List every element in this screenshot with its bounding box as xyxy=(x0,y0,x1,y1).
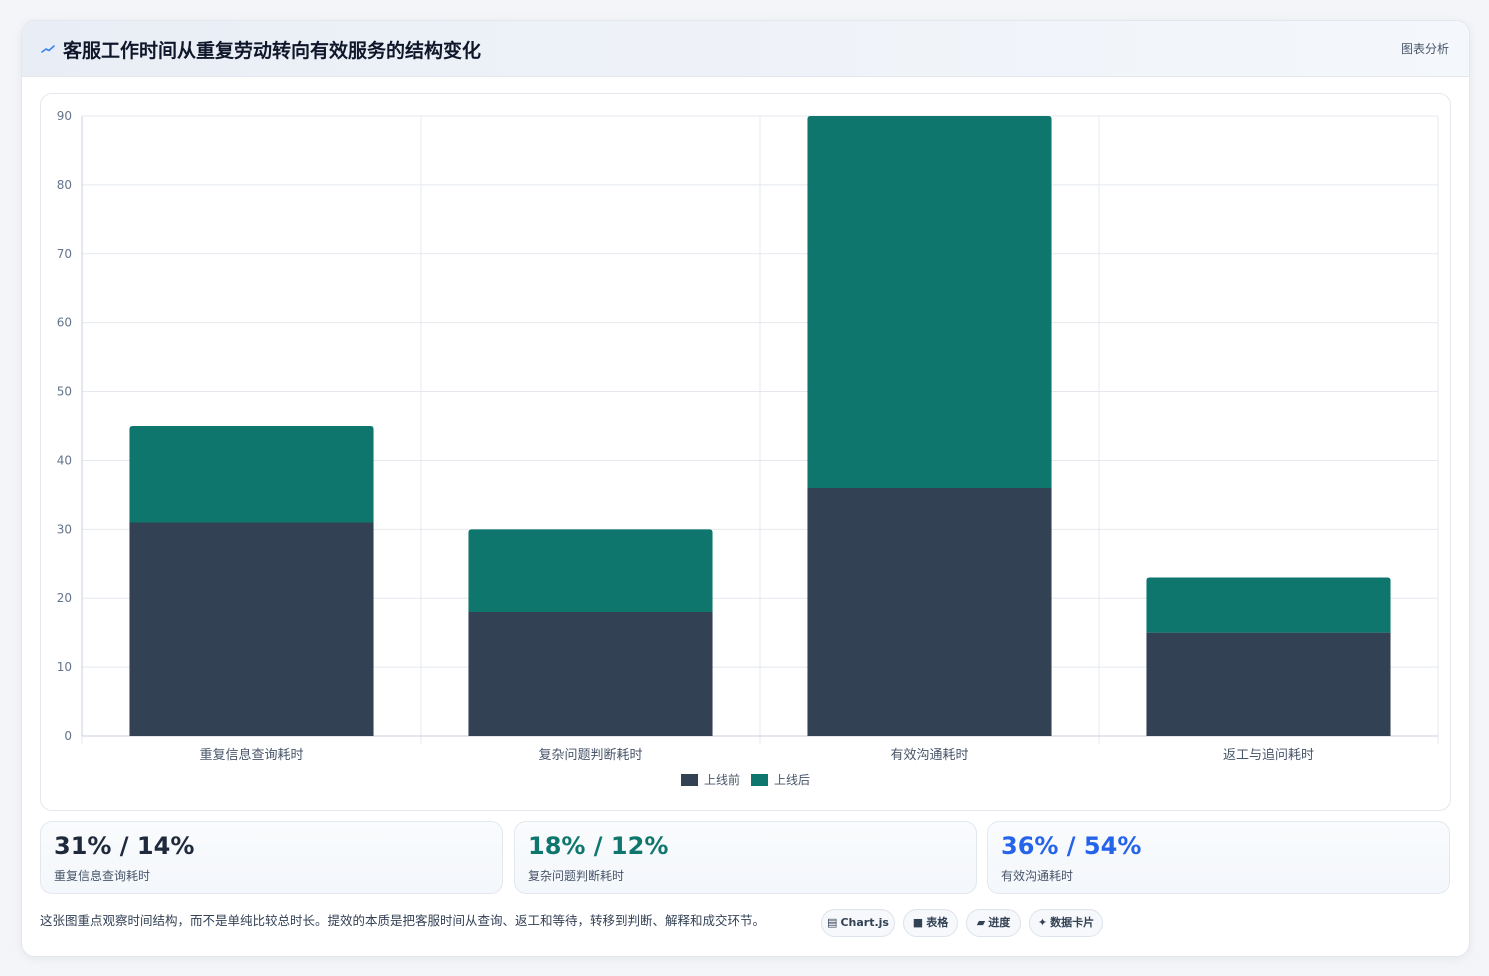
stat-label: 有效沟通耗时 xyxy=(1001,869,1074,883)
y-tick-label: 50 xyxy=(57,385,72,399)
x-tick-label: 返工与追问耗时 xyxy=(1223,747,1314,763)
bar-after xyxy=(129,426,374,523)
stat-value: 36% / 54% xyxy=(1001,832,1142,860)
bar-before xyxy=(468,612,713,736)
y-tick-label: 0 xyxy=(64,729,72,743)
legend-swatch xyxy=(681,774,698,786)
table-icon: ■ xyxy=(912,916,924,929)
x-tick-label: 重复信息查询耗时 xyxy=(199,747,303,763)
card-header: 客服工作时间从重复劳动转向有效服务的结构变化 图表分析 xyxy=(22,21,1469,77)
bar-after xyxy=(468,529,713,612)
analysis-card: 客服工作时间从重复劳动转向有效服务的结构变化 图表分析 0 10 20 30 40 50 6… xyxy=(21,20,1470,957)
y-tick-label: 20 xyxy=(57,591,72,605)
chip-progress[interactable]: ▰ 进度 xyxy=(966,909,1021,937)
bar-after xyxy=(1146,577,1391,633)
chip-chartjs[interactable]: ▤ Chart.js xyxy=(821,909,895,937)
chip-data-card[interactable]: ✦ 数据卡片 xyxy=(1029,909,1103,937)
x-tick-label: 有效沟通耗时 xyxy=(890,748,968,763)
legend-swatch xyxy=(751,774,768,786)
stat-value: 31% / 14% xyxy=(54,832,195,860)
chip-label: Chart.js xyxy=(840,916,889,929)
y-tick-label: 70 xyxy=(57,247,72,261)
legend-label: 上线前 xyxy=(704,772,740,787)
trend-line-icon xyxy=(41,45,55,53)
chip-table[interactable]: ■ 表格 xyxy=(903,909,958,937)
y-tick-label: 80 xyxy=(57,178,72,192)
card-title: 客服工作时间从重复劳动转向有效服务的结构变化 xyxy=(63,40,482,62)
stat-card-complex-judgment: 18% / 12% 复杂问题判断耗时 xyxy=(514,821,977,894)
chip-label: 数据卡片 xyxy=(1050,916,1095,929)
legend-label: 上线后 xyxy=(774,773,810,787)
y-tick-label: 90 xyxy=(57,109,72,123)
stat-label: 重复信息查询耗时 xyxy=(54,869,151,883)
chip-label: 进度 xyxy=(988,916,1011,929)
stat-card-effective-communication: 36% / 54% 有效沟通耗时 xyxy=(987,821,1450,894)
chart-note: 这张图重点观察时间结构，而不是单纯比较总时长。提效的本质是把客服时间从查询、返工… xyxy=(40,913,766,928)
stat-value: 18% / 12% xyxy=(528,832,669,860)
chart-container: 0 10 20 30 40 50 60 70 80 90 重复信息查询耗时 复杂问题判断耗时 有效沟通耗… xyxy=(40,93,1451,811)
card-icon: ✦ xyxy=(1037,916,1048,929)
chart-icon: ▤ xyxy=(827,916,838,929)
bar-before xyxy=(807,488,1052,736)
stat-cards: 31% / 14% 重复信息查询耗时 18% / 12% 复杂问题判断耗时 36… xyxy=(40,821,1451,894)
x-tick-label: 复杂问题判断耗时 xyxy=(538,748,642,763)
y-tick-label: 10 xyxy=(57,660,72,674)
stacked-bar-chart: 0 10 20 30 40 50 60 70 80 90 重复信息查询耗时 复杂问题判断耗时 有效沟通耗… xyxy=(57,109,1439,787)
bar-after xyxy=(807,116,1052,488)
chart-analysis-tag: 图表分析 xyxy=(1400,42,1449,56)
y-tick-label: 30 xyxy=(57,522,72,536)
bar-before xyxy=(129,522,374,736)
progress-icon: ▰ xyxy=(976,916,986,929)
stat-card-repeat-query: 31% / 14% 重复信息查询耗时 xyxy=(40,821,503,894)
bar-before xyxy=(1146,632,1391,736)
stat-label: 复杂问题判断耗时 xyxy=(528,869,625,883)
y-tick-label: 60 xyxy=(57,316,72,330)
chip-label: 表格 xyxy=(926,916,949,929)
y-tick-label: 40 xyxy=(57,453,72,467)
